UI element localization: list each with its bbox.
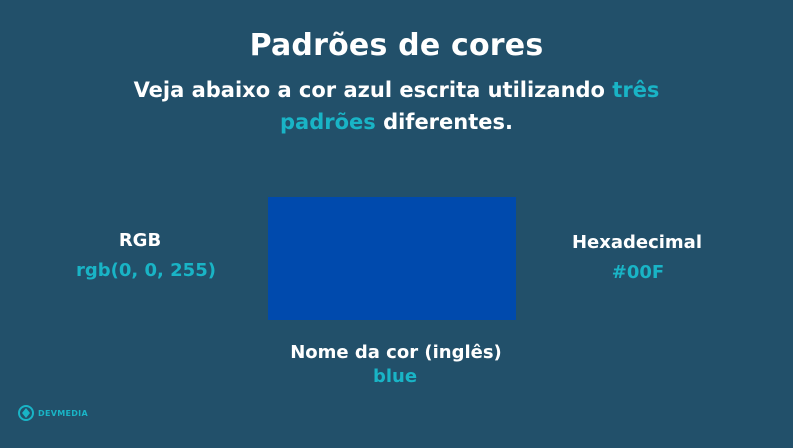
devmedia-logo-text: DEVMEDIA (38, 408, 88, 418)
slide-title: Padrões de cores (249, 28, 544, 63)
slide-subtitle: Veja abaixo a cor azul escrita utilizand… (120, 74, 673, 138)
hexadecimal-value: #00F (611, 262, 665, 283)
color-swatch (268, 197, 516, 320)
rgb-label: RGB (118, 230, 162, 251)
devmedia-logo: DEVMEDIA (18, 404, 88, 422)
hexadecimal-label: Hexadecimal (571, 232, 703, 253)
rgb-value: rgb(0, 0, 255) (76, 260, 216, 281)
subtitle-text-end: diferentes. (375, 110, 513, 134)
color-name-label: Nome da cor (inglês) (290, 342, 502, 363)
color-name-value: blue (372, 366, 418, 387)
devmedia-logo-icon (18, 405, 34, 421)
subtitle-text-start: Veja abaixo a cor azul escrita utilizand… (133, 78, 613, 102)
subtitle-highlight: três padrões (280, 78, 660, 134)
